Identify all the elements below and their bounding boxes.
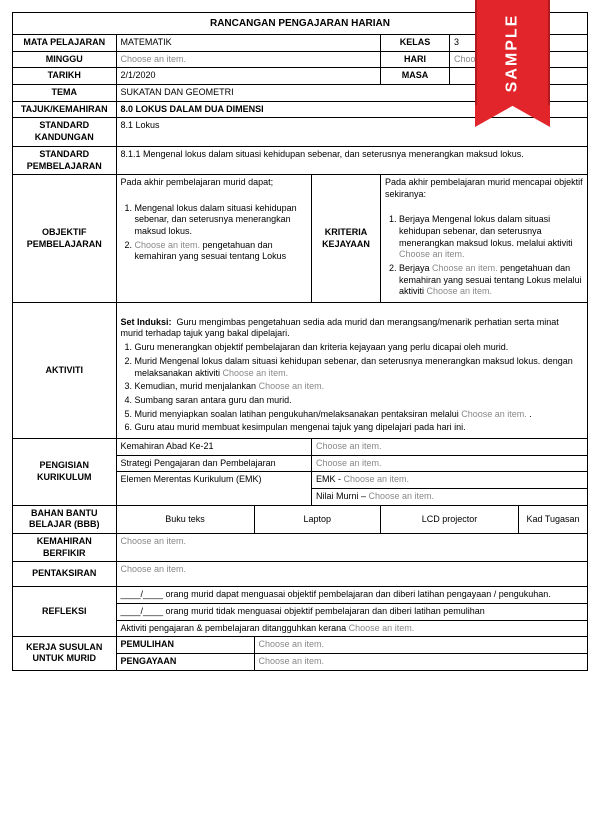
set-induksi-label: Set Induksi: (121, 317, 172, 327)
label-std-kandungan: STANDARD KANDUNGAN (13, 118, 117, 146)
kriteria-item-1: Berjaya Mengenal lokus dalam situasi keh… (399, 214, 583, 261)
aktiviti-2: Murid Mengenal lokus dalam situasi kehid… (135, 356, 584, 379)
label-objektif: OBJEKTIF PEMBELAJARAN (13, 175, 117, 303)
objektif-content: Pada akhir pembelajaran murid dapat; Men… (116, 175, 312, 303)
value-minggu[interactable]: Choose an item. (116, 51, 381, 68)
label-tajuk: TAJUK/KEMAHIRAN (13, 101, 117, 118)
pk-row2-val[interactable]: Choose an item. (312, 455, 588, 472)
pk-row1-val[interactable]: Choose an item. (312, 438, 588, 455)
label-kb: KEMAHIRAN BERFIKIR (13, 534, 117, 562)
aktiviti-1: Guru menerangkan objektif pembelajaran d… (135, 342, 584, 354)
kriteria-intro: Pada akhir pembelajaran murid mencapai o… (385, 177, 583, 200)
pemulihan-val[interactable]: Choose an item. (254, 637, 588, 654)
set-induksi-text: Guru mengimbas pengetahuan sedia ada mur… (121, 317, 559, 339)
pk-row2-label: Strategi Pengajaran dan Pembelajaran (116, 455, 312, 472)
objektif-2-ph[interactable]: Choose an item. (135, 240, 201, 250)
label-pentaksiran: PENTAKSIRAN (13, 562, 117, 587)
label-pemulihan: PEMULIHAN (116, 637, 254, 654)
label-std-pembelajaran: STANDARD PEMBELAJARAN (13, 146, 117, 174)
label-aktiviti: AKTIVITI (13, 303, 117, 439)
label-kriteria: KRITERIA KEJAYAAN (312, 175, 381, 303)
label-hari: HARI (381, 51, 450, 68)
kb-val[interactable]: Choose an item. (116, 534, 588, 562)
objektif-item-2: Choose an item. pengetahuan dan kemahira… (135, 240, 308, 263)
refleksi-2: ____/____ orang murid tidak menguasai ob… (116, 603, 588, 620)
label-mata-pelajaran: MATA PELAJARAN (13, 35, 117, 52)
pk-row3-val: EMK - Choose an item. Nilai Murni – Choo… (312, 472, 588, 505)
label-kelas: KELAS (381, 35, 450, 52)
sample-ribbon: SAMPLE (475, 0, 550, 130)
bbb-3: LCD projector (381, 505, 519, 533)
aktiviti-3: Kemudian, murid menjalankan Choose an it… (135, 381, 584, 393)
label-kerja-susulan: KERJA SUSULAN UNTUK MURID (13, 637, 117, 670)
bbb-4: Kad Tugasan (519, 505, 588, 533)
value-tarikh: 2/1/2020 (116, 68, 381, 85)
pk-row3-label: Elemen Merentas Kurikulum (EMK) (116, 472, 312, 505)
bbb-2: Laptop (254, 505, 381, 533)
label-tarikh: TARIKH (13, 68, 117, 85)
value-std-pembelajaran: 8.1.1 Mengenal lokus dalam situasi kehid… (116, 146, 588, 174)
label-tema: TEMA (13, 85, 117, 102)
label-pengayaan: PENGAYAAN (116, 653, 254, 670)
refleksi-1: ____/____ orang murid dapat menguasai ob… (116, 587, 588, 604)
value-mata-pelajaran: MATEMATIK (116, 35, 381, 52)
label-minggu: MINGGU (13, 51, 117, 68)
kriteria-item-2: Berjaya Choose an item. pengetahuan dan … (399, 263, 583, 298)
bbb-1: Buku teks (116, 505, 254, 533)
label-masa: MASA (381, 68, 450, 85)
pentaksiran-val[interactable]: Choose an item. (116, 562, 588, 587)
label-refleksi: REFLEKSI (13, 587, 117, 637)
kriteria-content: Pada akhir pembelajaran murid mencapai o… (381, 175, 588, 303)
aktiviti-5: Murid menyiapkan soalan latihan pengukuh… (135, 409, 584, 421)
pengayaan-val[interactable]: Choose an item. (254, 653, 588, 670)
aktiviti-6: Guru atau murid membuat kesimpulan menge… (135, 422, 584, 434)
label-bbb: BAHAN BANTU BELAJAR (BBB) (13, 505, 117, 533)
aktiviti-4: Sumbang saran antara guru dan murid. (135, 395, 584, 407)
ribbon-text: SAMPLE (504, 13, 522, 92)
label-pengisian: PENGISIAN KURIKULUM (13, 438, 117, 505)
objektif-item-1: Mengenal lokus dalam situasi kehidupan s… (135, 203, 308, 238)
aktiviti-content: Set Induksi: Guru mengimbas pengetahuan … (116, 303, 588, 439)
objektif-intro: Pada akhir pembelajaran murid dapat; (121, 177, 308, 189)
refleksi-3: Aktiviti pengajaran & pembelajaran ditan… (116, 620, 588, 637)
pk-row1-label: Kemahiran Abad Ke-21 (116, 438, 312, 455)
